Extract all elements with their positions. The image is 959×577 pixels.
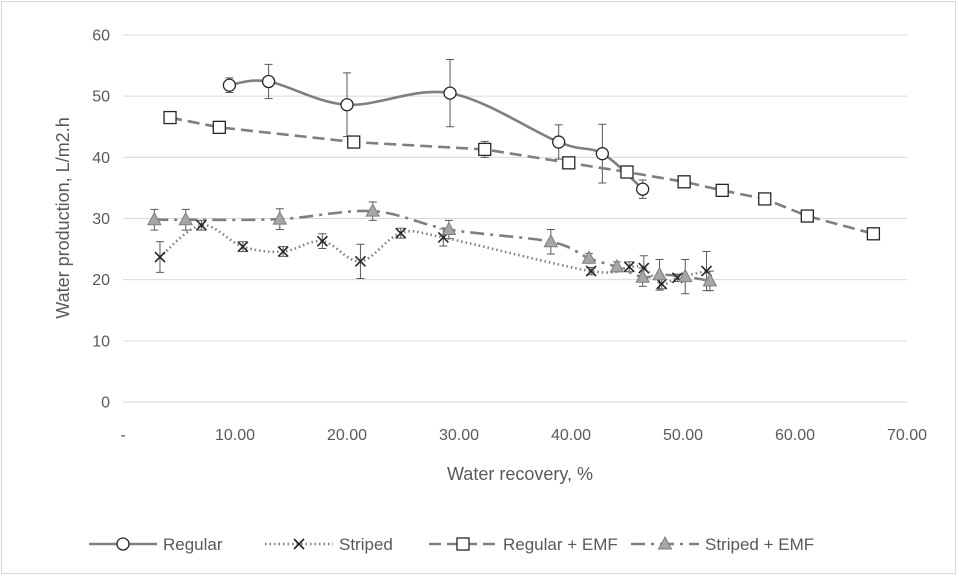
legend-label-regular-emf: Regular + EMF	[503, 535, 618, 554]
series-markers	[147, 74, 881, 290]
regular-marker	[261, 74, 276, 89]
regular-line	[229, 79, 644, 191]
regular-emf-marker	[715, 183, 729, 198]
x-tick-label-50.00: 50.00	[663, 427, 703, 444]
x-axis-title: Water recovery, %	[447, 464, 593, 484]
regular-emf-marker	[800, 209, 814, 223]
regular-marker	[222, 78, 237, 92]
y-tick-label-0: 0	[101, 395, 110, 412]
legend-marker-striped	[293, 538, 305, 550]
striped-emf-marker	[581, 250, 597, 264]
regular-emf-marker	[562, 156, 576, 170]
striped-marker	[154, 251, 166, 263]
x-tick-label-10.00: 10.00	[215, 427, 255, 444]
striped-emf-marker	[178, 211, 194, 226]
striped-emf-marker	[652, 266, 667, 281]
regular-emf-marker	[866, 227, 881, 241]
regular-emf-marker	[677, 175, 691, 189]
regular-emf-marker	[478, 142, 492, 157]
regular-marker	[636, 182, 650, 196]
striped-emf-marker	[543, 233, 559, 248]
y-axis-title: Water production, L/m2.h	[53, 117, 73, 318]
striped-emf-marker	[677, 268, 693, 283]
striped-marker	[237, 241, 249, 253]
legend-marker-regular-emf	[456, 537, 470, 551]
striped-emf-marker	[635, 269, 651, 283]
legend-label-striped: Striped	[339, 535, 393, 554]
y-tick-label-60: 60	[92, 28, 110, 45]
regular-marker	[552, 135, 566, 149]
striped-emf-marker	[365, 203, 381, 217]
striped-emf-marker	[441, 221, 457, 236]
y-tick-label-30: 30	[92, 211, 110, 228]
striped-marker	[195, 219, 207, 231]
striped-emf-marker	[702, 272, 718, 287]
y-tick-label-50: 50	[92, 89, 110, 106]
striped-emf-marker	[609, 258, 625, 273]
regular-emf-marker	[620, 165, 634, 179]
regular-emf-marker	[212, 120, 226, 135]
regular-marker	[443, 86, 457, 100]
x-tick-label-20.00: 20.00	[327, 427, 367, 444]
grid-lines	[123, 34, 907, 403]
striped-line	[159, 223, 707, 286]
x-tick-label-30.00: 30.00	[439, 427, 479, 444]
legend: Regular Striped Regular + EMF Striped + EMF	[89, 535, 814, 554]
striped-marker	[623, 261, 635, 273]
striped-marker	[395, 227, 407, 239]
striped-marker	[316, 235, 328, 247]
y-tick-label-20: 20	[92, 272, 110, 289]
legend-label-regular: Regular	[163, 535, 223, 554]
regular-marker	[595, 147, 610, 161]
legend-marker-striped-emf	[657, 535, 673, 550]
series-lines	[154, 79, 874, 286]
y-tick-label-10: 10	[92, 333, 110, 350]
regular-emf-line	[169, 116, 874, 236]
legend-marker-regular	[116, 537, 130, 551]
y-tick-label-40: 40	[92, 150, 110, 167]
error-bars	[150, 58, 878, 295]
striped-marker	[354, 255, 367, 267]
x-tick-label-zero: -	[120, 427, 125, 444]
axes: 0 10 20 30 40 50 60 - 10.00 20.00 30.00 40.00 50.00 6…	[92, 28, 927, 445]
striped-marker	[585, 265, 597, 277]
striped-marker	[277, 245, 289, 258]
x-tick-label-40.00: 40.00	[551, 427, 591, 444]
x-tick-label-70.00: 70.00	[887, 427, 927, 444]
regular-marker	[340, 98, 354, 112]
regular-emf-marker	[163, 110, 177, 125]
x-tick-label-60.00: 60.00	[775, 427, 815, 444]
striped-emf-marker	[147, 211, 162, 226]
regular-emf-marker	[758, 192, 772, 206]
legend-label-striped-emf: Striped + EMF	[705, 535, 814, 554]
striped-emf-marker	[272, 211, 288, 225]
striped-marker	[638, 262, 650, 274]
regular-emf-marker	[347, 135, 361, 149]
striped-marker	[656, 278, 668, 290]
